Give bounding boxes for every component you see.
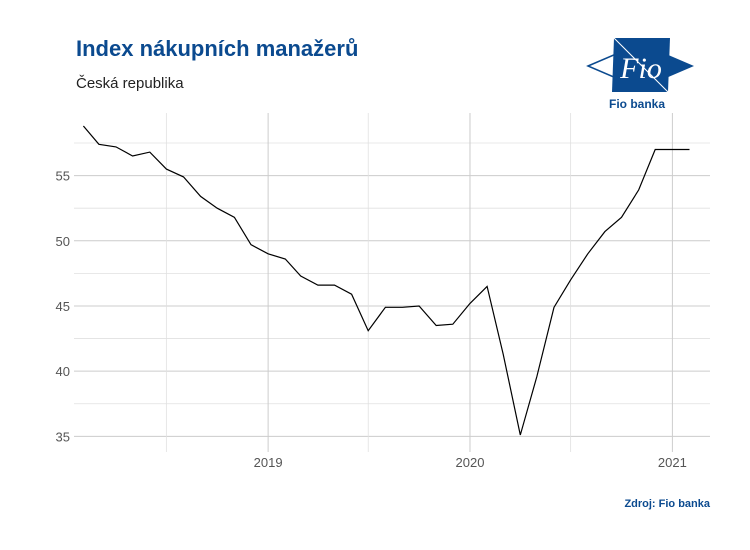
chart-title: Index nákupních manažerů — [76, 36, 359, 61]
y-tick-label: 50 — [56, 234, 70, 249]
logo-caption: Fio banka — [609, 97, 666, 111]
grid — [74, 113, 710, 452]
source-note: Zdroj: Fio banka — [624, 498, 710, 510]
y-tick-label: 55 — [56, 169, 70, 184]
y-tick-label: 40 — [56, 364, 70, 379]
x-tick-label: 2021 — [658, 455, 687, 470]
series-line — [82, 125, 690, 436]
logo-right-wing — [666, 54, 694, 78]
logo-mark-text: Fio — [619, 52, 662, 85]
x-tick-label: 2019 — [254, 455, 283, 470]
y-tick-label: 45 — [56, 299, 70, 314]
x-tick-label: 2020 — [456, 455, 485, 470]
chart-subtitle: Česká republika — [76, 75, 184, 92]
fio-logo: Fio — [586, 37, 694, 93]
axis-ticks: 35 40 45 50 55 2019 2020 2021 — [56, 169, 687, 470]
y-tick-label: 35 — [56, 429, 70, 444]
logo-diagonal — [613, 37, 669, 93]
